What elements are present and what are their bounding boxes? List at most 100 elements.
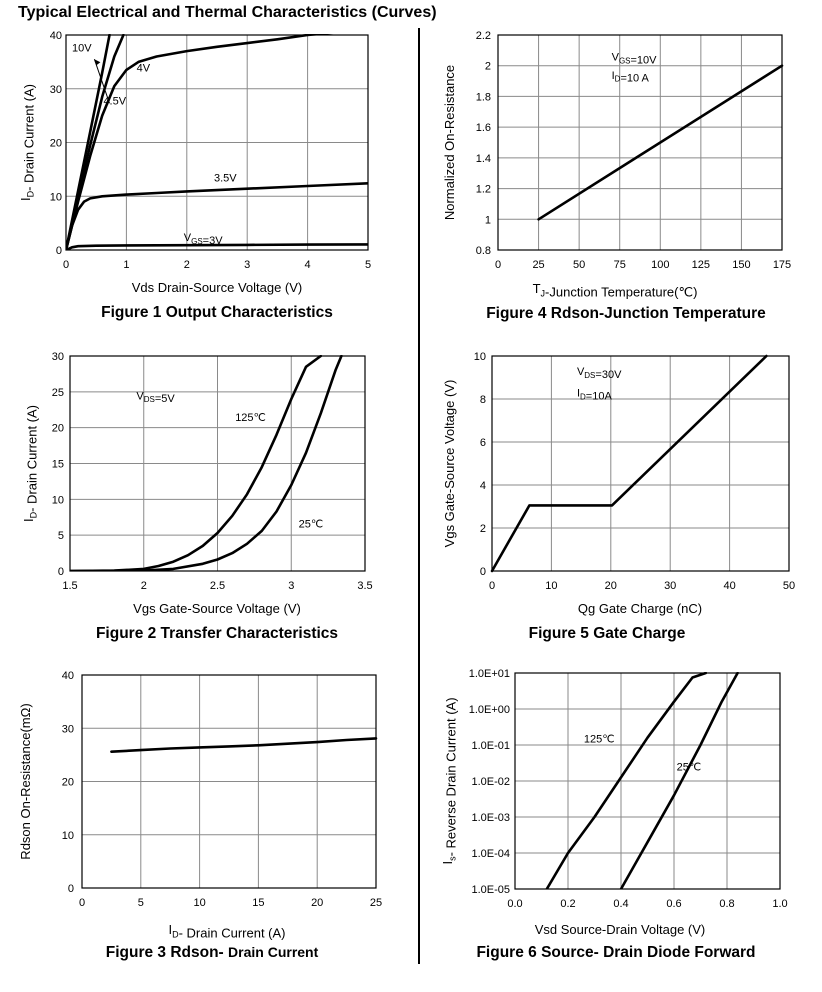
y-tick-label: 10 <box>474 351 486 363</box>
y-tick-label: 1.6 <box>476 122 491 134</box>
y-tick-label: 1.0E-01 <box>471 740 510 752</box>
x-tick-label: 150 <box>732 259 750 271</box>
x-tick-label: 0.0 <box>507 898 522 910</box>
x-tick-label: 25 <box>532 259 544 271</box>
y-tick-label: 30 <box>52 351 64 363</box>
y-tick-label: 10 <box>52 494 64 506</box>
figure-caption: Figure 4 Rdson-Junction Temperature <box>486 305 766 322</box>
x-tick-label: 20 <box>311 897 323 909</box>
page-title: Typical Electrical and Thermal Character… <box>18 4 437 21</box>
x-tick-label: 5 <box>365 259 371 271</box>
x-tick-label: 50 <box>573 259 585 271</box>
plot-frame <box>81 674 377 889</box>
y-tick-label: 30 <box>62 723 74 735</box>
y-tick-label: 0 <box>480 566 486 578</box>
x-axis-label: ID- Drain Current (A) <box>168 922 285 940</box>
x-tick-label: 10 <box>545 580 557 592</box>
figure-caption: Figure 1 Output Characteristics <box>101 304 333 321</box>
x-tick-label: 125 <box>692 259 710 271</box>
x-tick-label: 40 <box>723 580 735 592</box>
y-tick-label: 30 <box>50 84 62 96</box>
x-tick-label: 15 <box>252 897 264 909</box>
grid-lines <box>82 675 376 888</box>
annotation-arrow <box>93 59 110 104</box>
y-tick-label: 2.2 <box>476 30 491 42</box>
y-tick-label: 0.8 <box>476 245 491 257</box>
plot-frame <box>65 34 369 251</box>
y-tick-label: 10 <box>62 830 74 842</box>
series-line-vgs3v <box>66 243 368 250</box>
x-tick-label: 5 <box>138 897 144 909</box>
x-tick-label: 3 <box>288 580 294 592</box>
grid-lines <box>515 673 780 889</box>
x-tick-label: 20 <box>605 580 617 592</box>
y-tick-label: 40 <box>50 30 62 42</box>
y-tick-label: 1.0E-02 <box>471 776 510 788</box>
annotation-label: 3.5V <box>214 172 237 184</box>
x-tick-label: 0.2 <box>560 898 575 910</box>
plot-frame <box>497 34 783 251</box>
y-tick-label: 40 <box>62 670 74 682</box>
y-tick-label: 0 <box>58 566 64 578</box>
y-tick-label: 4 <box>480 480 486 492</box>
y-tick-label: 20 <box>50 138 62 150</box>
x-tick-label: 0 <box>79 897 85 909</box>
y-tick-label: 0 <box>56 245 62 257</box>
x-tick-label: 50 <box>783 580 795 592</box>
x-tick-label: 1.5 <box>62 580 77 592</box>
y-axis-label: Vgs Gate-Source Voltage (V) <box>442 380 457 548</box>
annotation-label: VDS=5V <box>136 390 175 405</box>
x-tick-label: 3 <box>244 259 250 271</box>
annotation-label: 125℃ <box>584 734 615 746</box>
y-tick-label: 6 <box>480 437 486 449</box>
annotation-label: ID=10 A <box>612 70 650 85</box>
y-tick-label: 20 <box>52 423 64 435</box>
x-tick-label: 175 <box>773 259 791 271</box>
annotation-label: VDS=30V <box>577 366 622 381</box>
y-axis-label: ID- Drain Current (A) <box>18 84 36 201</box>
y-tick-label: 1.0E+01 <box>469 668 510 680</box>
plot-frame <box>69 355 366 572</box>
x-tick-label: 100 <box>651 259 669 271</box>
x-axis-label: Vsd Source-Drain Voltage (V) <box>535 922 706 937</box>
annotation-label: ID=10A <box>577 388 613 403</box>
x-tick-label: 0.8 <box>719 898 734 910</box>
y-tick-label: 1.8 <box>476 91 491 103</box>
x-tick-label: 1.0 <box>772 898 787 910</box>
annotation-label: VGS=10V <box>612 52 658 67</box>
annotation-arrowhead <box>94 59 101 66</box>
figure-caption: Figure 6 Source- Drain Diode Forward <box>476 944 755 961</box>
x-axis-label: Vds Drain-Source Voltage (V) <box>132 280 303 295</box>
x-tick-label: 3.5 <box>357 580 372 592</box>
series-line-25 <box>70 355 343 571</box>
annotation-label: 25℃ <box>677 762 702 774</box>
x-tick-label: 25 <box>370 897 382 909</box>
x-axis-label: Vgs Gate-Source Voltage (V) <box>133 601 301 616</box>
y-tick-label: 2 <box>480 523 486 535</box>
y-tick-label: 20 <box>62 777 74 789</box>
y-axis-label: Normalized On-Resistance <box>442 65 457 220</box>
annotation-label: 4.5V <box>103 96 126 108</box>
series-line-25 <box>619 672 739 889</box>
y-tick-label: 1.0E+00 <box>469 704 510 716</box>
y-tick-label: 1.0E-05 <box>471 884 510 896</box>
x-axis-label: Qg Gate Charge (nC) <box>578 601 702 616</box>
grid-lines <box>492 356 789 571</box>
x-tick-label: 0 <box>63 259 69 271</box>
series-line-0 <box>110 737 378 753</box>
annotation-label: 10V <box>72 42 92 54</box>
figure-caption: Figure 5 Gate Charge <box>529 625 686 642</box>
x-tick-label: 30 <box>664 580 676 592</box>
y-tick-label: 1.0E-04 <box>471 848 510 860</box>
grid-lines <box>70 356 365 571</box>
x-tick-label: 0 <box>495 259 501 271</box>
y-tick-label: 25 <box>52 387 64 399</box>
grid-lines <box>498 35 782 250</box>
series-line-3.5v <box>66 182 368 250</box>
y-tick-label: 1.2 <box>476 184 491 196</box>
series-line-0 <box>490 354 768 573</box>
